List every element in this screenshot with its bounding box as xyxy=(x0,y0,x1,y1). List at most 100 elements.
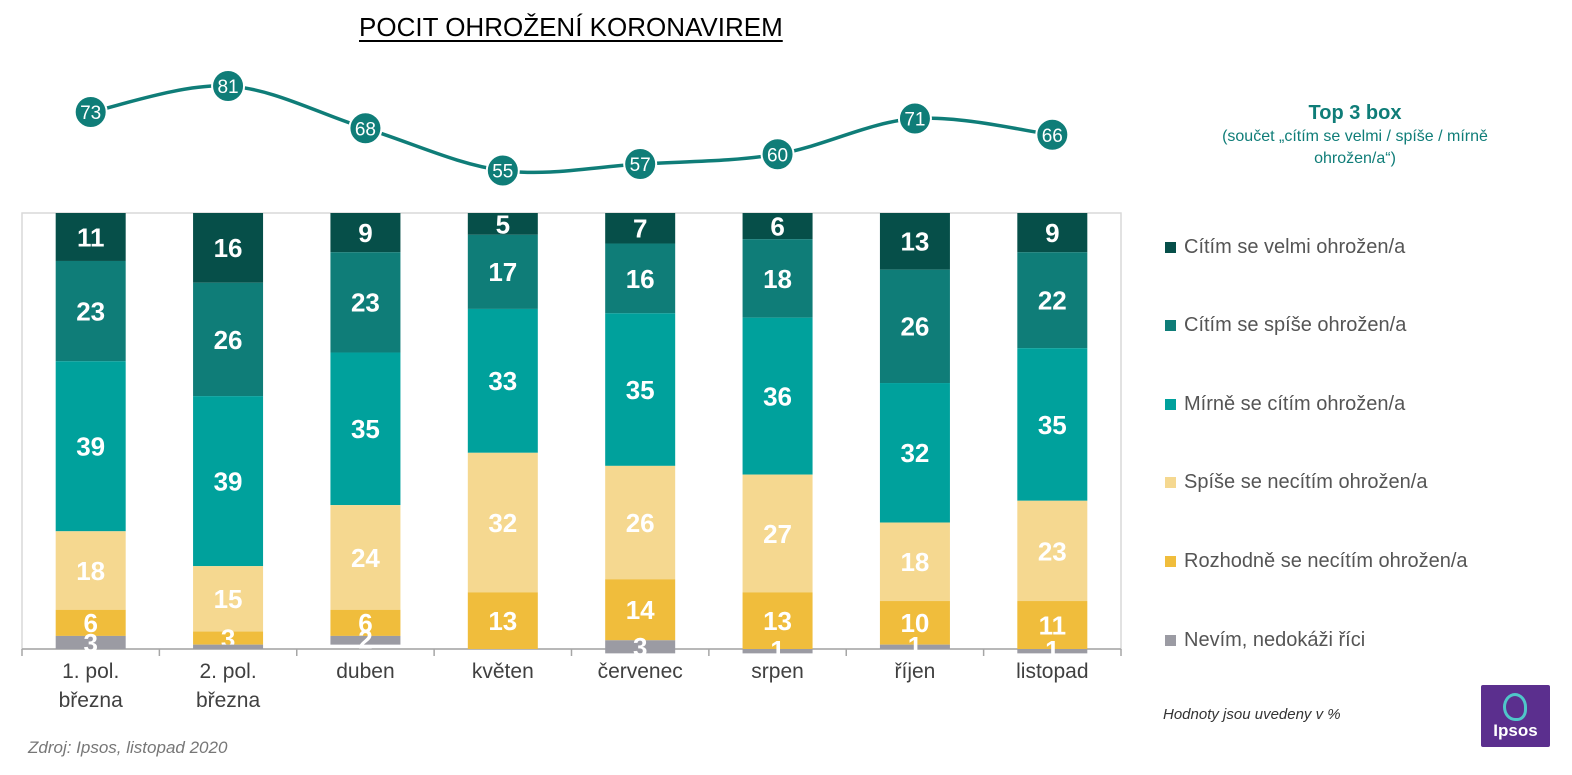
bar-segment xyxy=(742,239,813,318)
bar-value-label: 16 xyxy=(214,233,243,263)
bar-segment xyxy=(330,635,401,645)
bar-value-label: 1 xyxy=(770,635,784,665)
bar-segment xyxy=(605,640,676,654)
bar-value-label: 36 xyxy=(763,381,792,411)
top3-box-title: Top 3 box xyxy=(1308,102,1402,124)
bar-segment xyxy=(742,592,813,649)
bar-segment xyxy=(879,213,950,270)
bar-segment xyxy=(193,566,264,632)
bar-segment xyxy=(55,635,126,649)
bar-value-label: 23 xyxy=(76,296,105,326)
top3-point xyxy=(211,69,246,103)
bar-value-label: 23 xyxy=(351,288,380,318)
bar-segment xyxy=(193,644,264,649)
bar-value-label: 39 xyxy=(76,432,105,462)
x-tick-label: 1. pol. března xyxy=(59,660,124,712)
top3-point xyxy=(348,111,383,146)
bar-segment xyxy=(467,592,538,649)
bar-value-label: 11 xyxy=(77,222,105,252)
top3-point xyxy=(73,95,108,129)
bar-value-label: 32 xyxy=(488,508,517,538)
top3-box-caption: Top 3 box (součet „cítím se velmi / spíš… xyxy=(1150,100,1560,170)
bar-segment xyxy=(1017,348,1088,501)
bar-segment xyxy=(605,579,676,641)
bar-value-label: 27 xyxy=(763,519,792,549)
bar-segment xyxy=(467,213,538,235)
x-tick-label: srpen xyxy=(751,660,804,683)
bar-value-label: 6 xyxy=(770,211,784,241)
legend-item: Nevím, nedokáži říci xyxy=(1165,626,1365,654)
bar-segment xyxy=(605,465,676,580)
top3-point-label: 55 xyxy=(492,162,513,183)
bar-value-label: 32 xyxy=(900,438,929,468)
bar-value-label: 3 xyxy=(83,628,97,658)
bar-value-label: 17 xyxy=(488,257,517,287)
chart-title: POCIT OHROŽENÍ KORONAVIREM xyxy=(359,12,783,42)
bar-segment xyxy=(1017,252,1088,349)
top3-point-label: 66 xyxy=(1042,126,1063,147)
legend-item: Rozhodně se necítím ohrožen/a xyxy=(1165,547,1468,575)
top3-point xyxy=(897,101,932,136)
ipsos-logo: Ipsos xyxy=(1481,685,1550,747)
bar-value-label: 23 xyxy=(1038,536,1067,566)
bar-segment xyxy=(467,234,538,309)
top3-line xyxy=(90,84,1053,175)
bar-segment xyxy=(879,601,950,645)
legend-swatch xyxy=(1165,241,1176,253)
bar-segment xyxy=(330,609,401,636)
top3-point xyxy=(485,153,520,188)
bar-segment xyxy=(193,282,264,397)
legend-label: Cítím se spíše ohrožen/a xyxy=(1184,314,1407,337)
x-tick-label: duben xyxy=(336,660,394,683)
bar-value-label: 14 xyxy=(626,595,655,625)
bar-value-label: 24 xyxy=(351,543,380,573)
legend-swatch xyxy=(1165,477,1176,489)
top3-point xyxy=(760,137,795,172)
bar-segment xyxy=(605,213,676,244)
legend-label: Mírně se cítím ohrožen/a xyxy=(1184,392,1406,415)
bar-segment xyxy=(1017,649,1088,654)
top3-point xyxy=(1035,117,1070,152)
bar-segment xyxy=(1017,500,1088,602)
top3-point-label: 57 xyxy=(630,155,651,176)
legend-swatch xyxy=(1165,398,1176,410)
bar-value-label: 10 xyxy=(900,608,929,638)
bar-segment xyxy=(55,213,126,261)
bar-value-label: 13 xyxy=(900,227,929,257)
legend-swatch xyxy=(1165,320,1176,332)
top3-point-label: 60 xyxy=(767,145,788,166)
top3-point xyxy=(623,147,658,181)
bar-segment xyxy=(605,313,676,466)
bar-segment xyxy=(742,213,813,240)
bar-segment xyxy=(55,260,126,362)
bar-segment xyxy=(879,644,950,649)
plot-frame xyxy=(21,212,1122,650)
bar-segment xyxy=(605,243,676,314)
top3-box-subtitle: (součet „cítím se velmi / spíše / mírně … xyxy=(1222,128,1488,167)
bar-value-label: 6 xyxy=(358,608,372,638)
bar-value-label: 15 xyxy=(214,584,243,614)
bar-value-label: 18 xyxy=(76,556,105,586)
bar-segment xyxy=(193,396,264,567)
bar-segment xyxy=(55,531,126,610)
bar-segment xyxy=(1017,213,1088,253)
bar-value-label: 18 xyxy=(900,547,929,577)
bar-value-label: 2 xyxy=(358,624,372,654)
bar-value-label: 9 xyxy=(1045,218,1059,248)
legend-swatch xyxy=(1165,555,1176,567)
x-tick-label: červenec xyxy=(598,660,683,683)
x-tick-label: listopad xyxy=(1016,660,1088,683)
legend-label: Nevím, nedokáži říci xyxy=(1184,628,1366,651)
bar-value-label: 5 xyxy=(496,209,510,239)
bar-segment xyxy=(742,649,813,654)
bar-value-label: 1 xyxy=(908,631,922,661)
x-tick-label: říjen xyxy=(895,660,936,683)
bar-segment xyxy=(330,213,401,253)
bar-value-label: 1 xyxy=(1045,635,1059,665)
top3-point-label: 68 xyxy=(355,119,376,140)
bar-segment xyxy=(193,631,264,645)
bar-value-label: 7 xyxy=(633,214,647,244)
bar-segment xyxy=(330,352,401,506)
bar-segment xyxy=(742,474,813,593)
